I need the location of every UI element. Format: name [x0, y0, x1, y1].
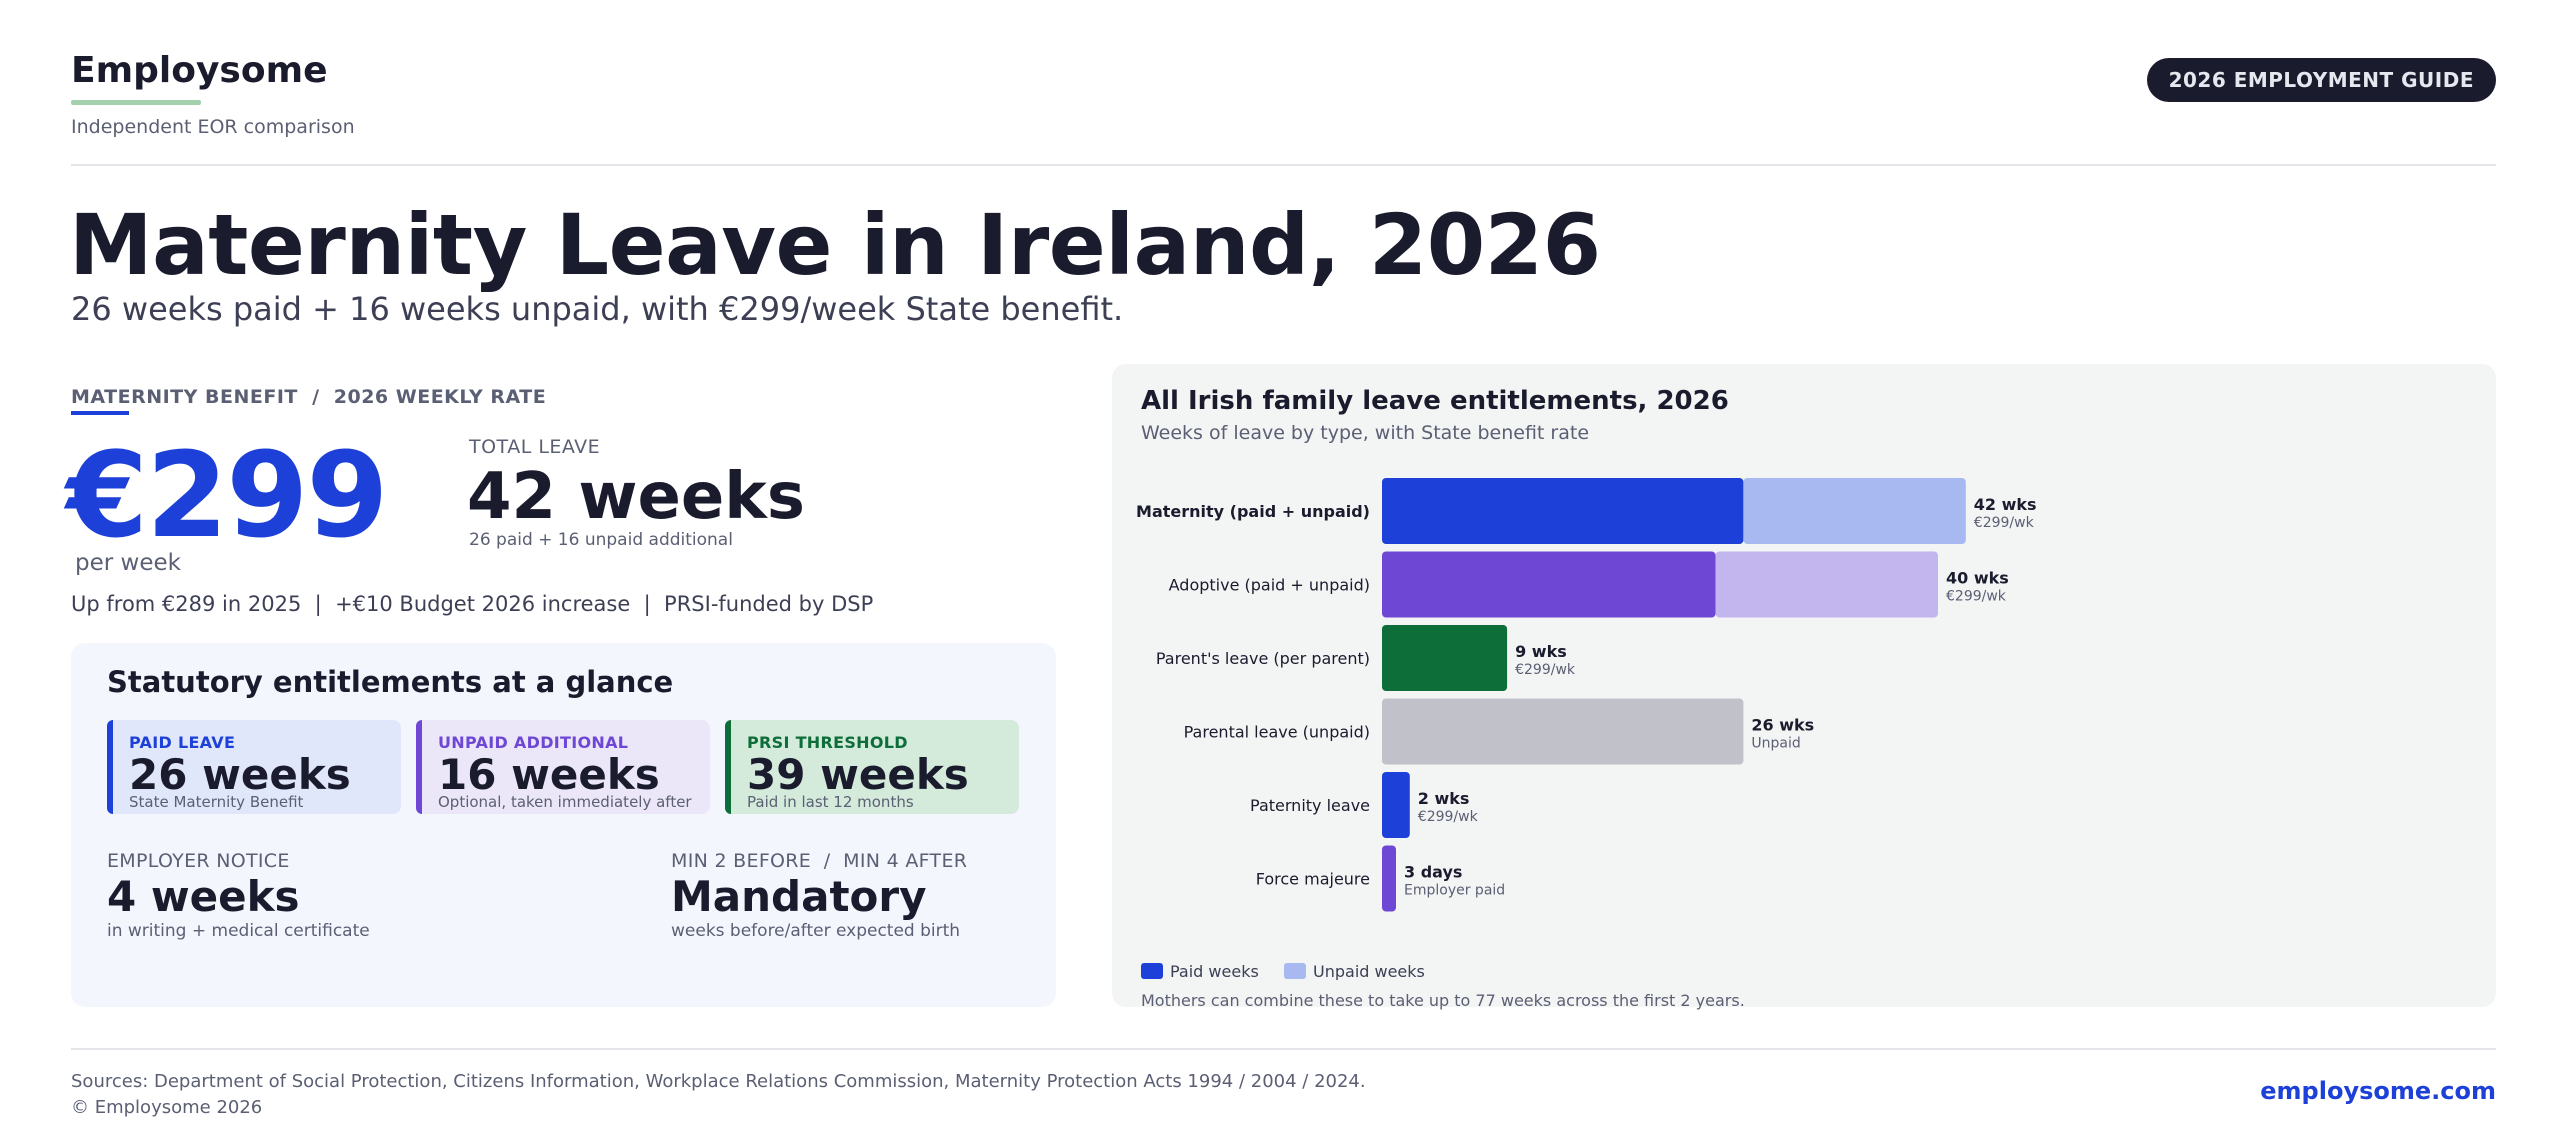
- rate-label: €299/wk: [1974, 515, 2035, 531]
- tile-value: 39 weeks: [747, 750, 969, 799]
- category-label: Parent's leave (per parent): [1156, 649, 1370, 668]
- rate-label: €299/wk: [1946, 589, 2007, 605]
- legend-label: Paid weeks: [1170, 962, 1259, 980]
- legend-label: Unpaid weeks: [1313, 962, 1425, 980]
- employer-notice-sub: in writing + medical certificate: [107, 921, 370, 941]
- employer-notice-label: EMPLOYER NOTICE: [107, 850, 290, 872]
- legend-swatch: [1141, 963, 1163, 979]
- paid-leave-tile: PAID LEAVE 26 weeks State Maternity Bene…: [107, 720, 401, 814]
- page-title: Maternity Leave in Ireland, 2026: [69, 196, 1601, 294]
- rate-change-note: Up from €289 in 2025 | +€10 Budget 2026 …: [71, 592, 874, 616]
- total-value-label: 3 days: [1404, 863, 1462, 882]
- tile-label: PAID LEAVE: [129, 733, 236, 752]
- rate-label: Unpaid: [1751, 736, 1800, 752]
- category-label: Parental leave (unpaid): [1184, 723, 1370, 742]
- rate-label: €299/wk: [1418, 809, 1479, 825]
- total-leave-label: TOTAL LEAVE: [469, 436, 601, 458]
- tile-accent-bar: [725, 720, 731, 814]
- total-value-label: 9 wks: [1515, 642, 1567, 661]
- benefit-section-label: MATERNITY BENEFIT / 2026 WEEKLY RATE: [71, 386, 547, 408]
- site-link[interactable]: employsome.com: [2260, 1077, 2496, 1105]
- statutory-card: [71, 643, 1056, 1007]
- unpaid-bar: [1382, 698, 1744, 765]
- page-subtitle: 26 weeks paid + 16 weeks unpaid, with €2…: [71, 290, 1124, 328]
- category-label: Paternity leave: [1250, 796, 1370, 815]
- rate-label: Employer paid: [1404, 883, 1505, 899]
- copyright-text: © Employsome 2026: [71, 1097, 263, 1118]
- weekly-rate-value: €299: [66, 426, 388, 564]
- paid-bar: [1382, 625, 1508, 691]
- unpaid-bar: [1743, 478, 1966, 544]
- unpaid-bar: [1715, 551, 1938, 618]
- paid-bar: [1382, 845, 1396, 912]
- total-leave-value: 42 weeks: [467, 460, 805, 534]
- chart-title: All Irish family leave entitlements, 202…: [1141, 386, 1729, 416]
- tile-accent-bar: [107, 720, 113, 814]
- chart-panel: [1112, 364, 2496, 1007]
- tile-label: UNPAID ADDITIONAL: [438, 733, 629, 752]
- mandatory-period-sub: weeks before/after expected birth: [671, 921, 961, 941]
- tile-sub: Paid in last 12 months: [747, 793, 914, 811]
- total-leave-breakdown: 26 paid + 16 unpaid additional: [469, 530, 733, 550]
- weekly-rate-unit: per week: [75, 550, 181, 576]
- chart-subtitle: Weeks of leave by type, with State benef…: [1141, 422, 1590, 444]
- paid-bar: [1382, 478, 1744, 544]
- tile-sub: Optional, taken immediately after: [438, 793, 692, 811]
- category-label: Force majeure: [1256, 870, 1370, 889]
- mandatory-period-value: Mandatory: [671, 872, 927, 921]
- unpaid-additional-tile: UNPAID ADDITIONAL 16 weeks Optional, tak…: [416, 720, 710, 814]
- paid-bar: [1382, 772, 1410, 838]
- category-label: Maternity (paid + unpaid): [1136, 502, 1370, 521]
- guide-badge: 2026 EMPLOYMENT GUIDE: [2146, 58, 2496, 102]
- employer-notice-value: 4 weeks: [107, 872, 300, 921]
- total-value-label: 2 wks: [1418, 789, 1470, 808]
- legend-swatch: [1284, 963, 1306, 979]
- section-label-underline: [71, 411, 129, 415]
- category-label: Adoptive (paid + unpaid): [1169, 576, 1370, 595]
- tile-accent-bar: [416, 720, 422, 814]
- paid-bar: [1382, 551, 1716, 618]
- header-divider: [71, 164, 2496, 166]
- rate-label: €299/wk: [1515, 662, 1576, 678]
- total-value-label: 26 wks: [1751, 716, 1814, 735]
- footer-divider: [71, 1048, 2496, 1050]
- chart-footnote: Mothers can combine these to take up to …: [1141, 991, 1745, 1010]
- tile-label: PRSI THRESHOLD: [747, 733, 908, 752]
- tile-value: 26 weeks: [129, 750, 351, 799]
- tile-value: 16 weeks: [438, 750, 660, 799]
- total-value-label: 40 wks: [1946, 569, 2009, 588]
- brand-tagline: Independent EOR comparison: [71, 116, 355, 138]
- family-leave-bar-chart: Maternity (paid + unpaid) 42 wks€299/wkAd…: [1136, 478, 2037, 980]
- total-value-label: 42 wks: [1974, 495, 2037, 514]
- mandatory-period-label: MIN 2 BEFORE / MIN 4 AFTER: [671, 850, 968, 872]
- prsi-threshold-tile: PRSI THRESHOLD 39 weeks Paid in last 12 …: [725, 720, 1019, 814]
- sources-text: Sources: Department of Social Protection…: [71, 1071, 1366, 1092]
- brand-logo-text: Employsome: [71, 50, 328, 91]
- brand-underline: [71, 100, 201, 105]
- statutory-card-title: Statutory entitlements at a glance: [107, 665, 674, 699]
- tile-sub: State Maternity Benefit: [129, 793, 304, 811]
